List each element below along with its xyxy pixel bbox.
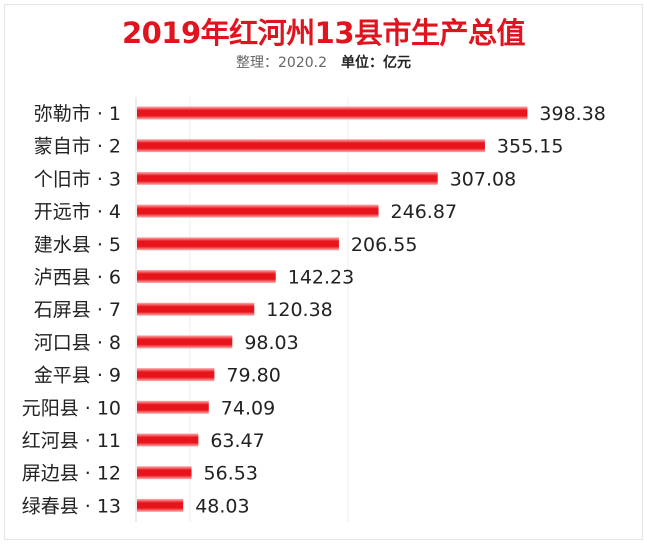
value-label: 63.47: [210, 430, 264, 452]
bar-7: [137, 302, 255, 316]
bar-9: [137, 368, 215, 382]
bar-2: [137, 139, 485, 153]
category-label: 建水县 · 5: [34, 234, 121, 256]
bar-1: [137, 106, 528, 120]
subtitle-unit: 单位：亿元: [341, 55, 411, 71]
value-label: 246.87: [391, 201, 457, 223]
chart-title: 2019年红河州13县市生产总值: [121, 16, 526, 50]
category-label: 红河县 · 11: [22, 430, 121, 452]
category-label: 蒙自市 · 2: [34, 136, 121, 158]
bar-4: [137, 204, 379, 218]
bar-3: [137, 171, 438, 185]
bar-5: [137, 237, 339, 251]
value-label: 48.03: [195, 495, 249, 517]
bar-12: [137, 466, 192, 480]
bar-6: [137, 270, 276, 283]
category-label: 开远市 · 4: [34, 201, 121, 223]
category-label: 屏边县 · 12: [22, 463, 121, 485]
category-label: 元阳县 · 10: [22, 397, 121, 419]
value-label: 56.53: [204, 463, 258, 485]
value-label: 79.80: [226, 365, 280, 387]
value-label: 120.38: [266, 299, 332, 321]
category-label: 石屏县 · 7: [34, 299, 121, 321]
value-label: 206.55: [351, 234, 417, 256]
bar-11: [137, 433, 199, 447]
category-label: 绿春县 · 13: [22, 495, 121, 517]
value-label: 74.09: [221, 397, 275, 419]
chart-frame: [4, 4, 643, 540]
category-label: 泸西县 · 6: [34, 267, 121, 289]
category-label: 金平县 · 9: [34, 365, 121, 387]
bar-8: [137, 335, 233, 349]
bar-10: [137, 400, 209, 414]
category-label: 个旧市 · 3: [34, 168, 121, 190]
category-label: 河口县 · 8: [34, 332, 121, 354]
value-label: 398.38: [539, 103, 605, 125]
value-label: 98.03: [244, 332, 298, 354]
value-label: 355.15: [497, 136, 563, 158]
subtitle-date: 整理：2020.2: [236, 55, 327, 71]
category-label: 弥勒市 · 1: [34, 103, 121, 125]
bar-13: [137, 498, 184, 512]
value-label: 307.08: [450, 168, 516, 190]
chart-subtitle: 整理：2020.2 单位：亿元: [0, 52, 647, 72]
value-label: 142.23: [288, 267, 354, 289]
